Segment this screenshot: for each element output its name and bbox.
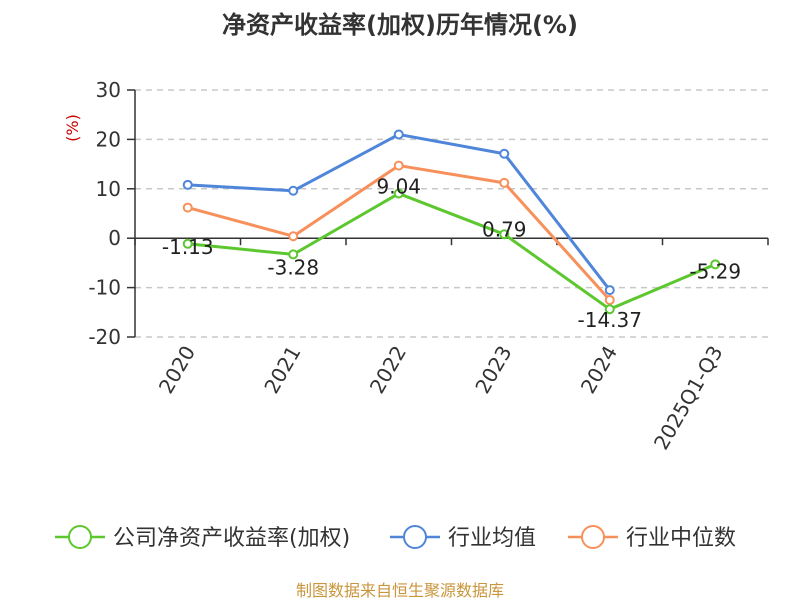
legend-marker [68, 525, 92, 549]
data-point [393, 188, 404, 199]
legend-item: 公司净资产收益率(加权) [55, 525, 350, 551]
x-tick-label: 2023 [470, 342, 516, 398]
legend-item: 行业中位数 [568, 525, 736, 551]
x-tick-label: 2021 [259, 342, 305, 398]
data-point [604, 294, 615, 305]
data-point [604, 285, 615, 296]
data-labels: -1.13 -3.28 9.04 0.79 -14.37 -5.29 [162, 175, 741, 333]
x-tick-label: 2025Q1-Q3 [649, 342, 728, 454]
legend-marker [403, 525, 427, 549]
data-point [393, 160, 404, 171]
x-tick-label: 2020 [154, 342, 200, 398]
source-note: 制图数据来自恒生聚源数据库 [296, 581, 504, 600]
axes: 30 20 10 0 -10 -20 2020 2021 2022 2023 2024 2025Q1-… [88, 78, 769, 454]
legend-marker [581, 525, 605, 549]
chart-title: 净资产收益率(加权)历年情况(%) [222, 11, 578, 39]
series-lines [182, 129, 721, 315]
y-tick-label: 10 [96, 177, 121, 201]
legend-label: 行业均值 [448, 526, 536, 551]
data-point [182, 238, 193, 249]
y-tick-label: -20 [88, 325, 121, 349]
data-label: -1.13 [162, 235, 214, 259]
legend-item: 行业均值 [390, 525, 536, 551]
series-line [187, 132, 611, 291]
data-point [393, 129, 404, 140]
series-2 [182, 160, 615, 305]
y-tick-label: 30 [96, 78, 121, 102]
data-point [288, 249, 299, 260]
data-point [499, 148, 510, 159]
legend-label: 公司净资产收益率(加权) [113, 526, 350, 551]
data-label: -14.37 [578, 308, 642, 332]
data-label: -3.28 [267, 255, 319, 279]
data-point [604, 304, 615, 315]
y-tick-label: 0 [108, 226, 121, 250]
data-point [288, 185, 299, 196]
x-tick-label: 2022 [365, 342, 411, 398]
x-tick-label: 2024 [576, 342, 622, 398]
data-point [182, 202, 193, 213]
data-point [499, 177, 510, 188]
series-1 [182, 129, 615, 296]
series-0 [182, 188, 721, 315]
legend: 公司净资产收益率(加权) 行业均值 行业中位数 [55, 525, 736, 551]
series-line [187, 192, 716, 311]
y-tick-label: -10 [88, 276, 121, 300]
data-point [499, 229, 510, 240]
y-axis-label: (%) [63, 114, 82, 142]
y-tick-label: 20 [96, 127, 121, 151]
data-label: 9.04 [376, 175, 421, 199]
data-label: 0.79 [482, 217, 527, 241]
legend-label: 行业中位数 [626, 526, 736, 551]
data-point [288, 231, 299, 242]
data-point [182, 179, 193, 190]
data-point [710, 259, 721, 270]
data-label: -5.29 [689, 259, 741, 283]
